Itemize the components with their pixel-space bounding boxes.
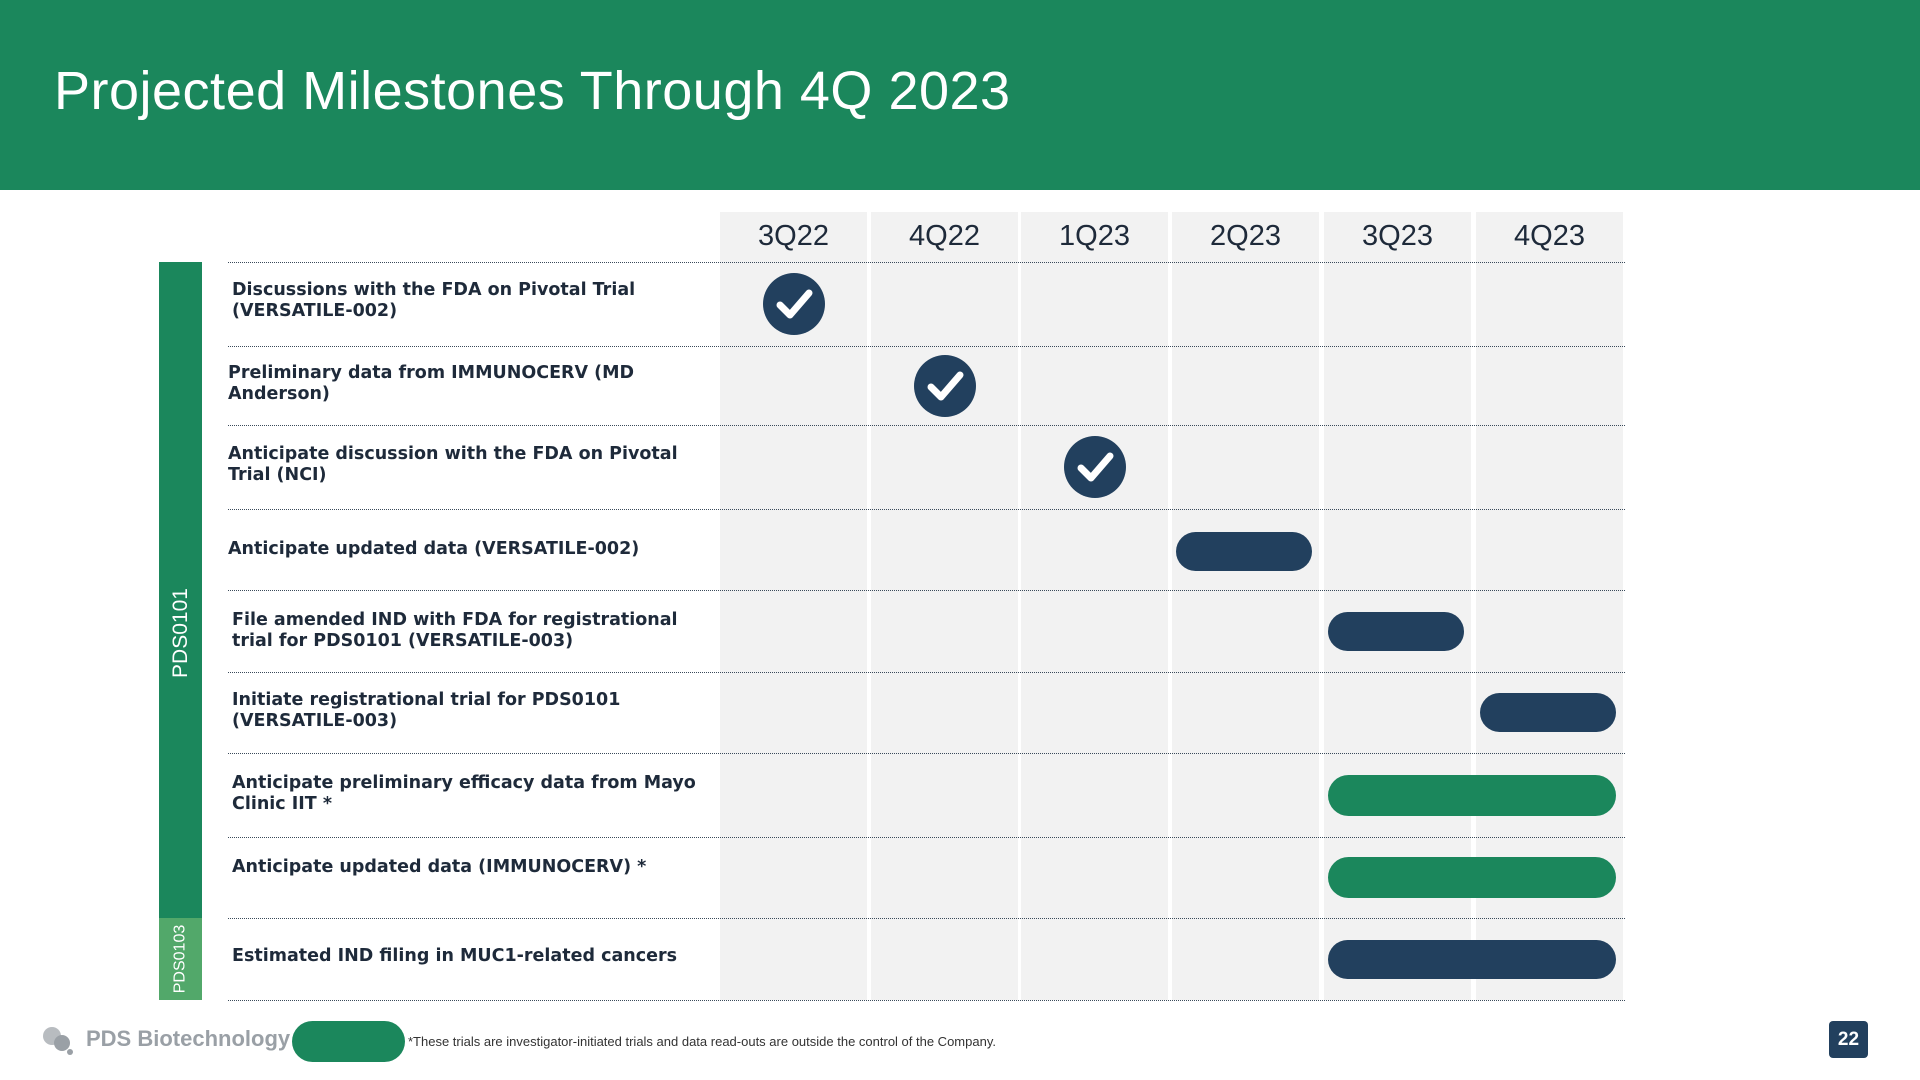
quarter-header-3q23: 3Q23 — [1362, 220, 1433, 252]
quarter-header-2q23: 2Q23 — [1210, 220, 1281, 252]
row-divider — [228, 1000, 1625, 1001]
quarter-column-1q23 — [1021, 212, 1168, 1000]
quarter-header-1q23: 1Q23 — [1059, 220, 1130, 252]
milestone-label: Preliminary data from IMMUNOCERV (MD And… — [228, 363, 635, 404]
investigator-initiated-bar — [1328, 774, 1616, 816]
row-divider — [228, 590, 1625, 591]
milestone-label: Anticipate preliminary efficacy data fro… — [232, 773, 696, 814]
milestone-label: Discussions with the FDA on Pivotal Tria… — [232, 280, 636, 321]
row-divider — [228, 425, 1625, 426]
company-brand: PDS Biotechnology — [86, 1026, 291, 1051]
check-circle-icon — [762, 273, 825, 335]
check-circle-icon — [1063, 436, 1126, 498]
page-title: Projected Milestones Through 4Q 2023 — [54, 61, 1011, 121]
row-divider — [228, 262, 1625, 263]
milestone-label: File amended IND with FDA for registrati… — [232, 610, 678, 651]
row-divider — [228, 672, 1625, 673]
milestone-label: Estimated IND filing in MUC1-related can… — [232, 946, 678, 966]
legend-investigator-initiated-pill — [292, 1021, 405, 1062]
milestone-label: Anticipate updated data (VERSATILE-002) — [228, 539, 640, 559]
row-divider — [228, 837, 1625, 838]
row-divider — [228, 753, 1625, 754]
quarter-column-3q22 — [720, 212, 867, 1000]
row-divider — [228, 346, 1625, 347]
quarter-header-4q22: 4Q22 — [909, 220, 980, 252]
milestone-bar — [1480, 693, 1616, 732]
milestone-bar — [1328, 939, 1616, 979]
footnote: *These trials are investigator-initiated… — [408, 1034, 996, 1049]
program-label-pds0101: PDS0101 — [168, 588, 192, 678]
program-band-pds0103 — [159, 918, 202, 1000]
milestone-bar — [1176, 532, 1312, 571]
milestone-label: Anticipate updated data (IMMUNOCERV) * — [232, 857, 647, 877]
program-band-pds0101 — [159, 262, 202, 918]
quarter-column-4q22 — [871, 212, 1018, 1000]
milestone-bar — [1328, 611, 1464, 651]
page-number: 22 — [1829, 1021, 1868, 1058]
row-divider — [228, 509, 1625, 510]
program-label-pds0103: PDS0103 — [171, 924, 189, 994]
investigator-initiated-bar — [1328, 857, 1616, 898]
quarter-column-2q23 — [1172, 212, 1319, 1000]
quarter-header-4q23: 4Q23 — [1514, 220, 1585, 252]
check-circle-icon — [913, 354, 976, 417]
slide-header: Projected Milestones Through 4Q 2023 — [0, 0, 1920, 190]
milestone-label: Anticipate discussion with the FDA on Pi… — [228, 444, 678, 485]
pds-logo-icon — [43, 1027, 73, 1055]
milestone-label: Initiate registrational trial for PDS010… — [232, 690, 621, 731]
row-divider — [228, 918, 1625, 919]
quarter-header-3q22: 3Q22 — [758, 220, 829, 252]
